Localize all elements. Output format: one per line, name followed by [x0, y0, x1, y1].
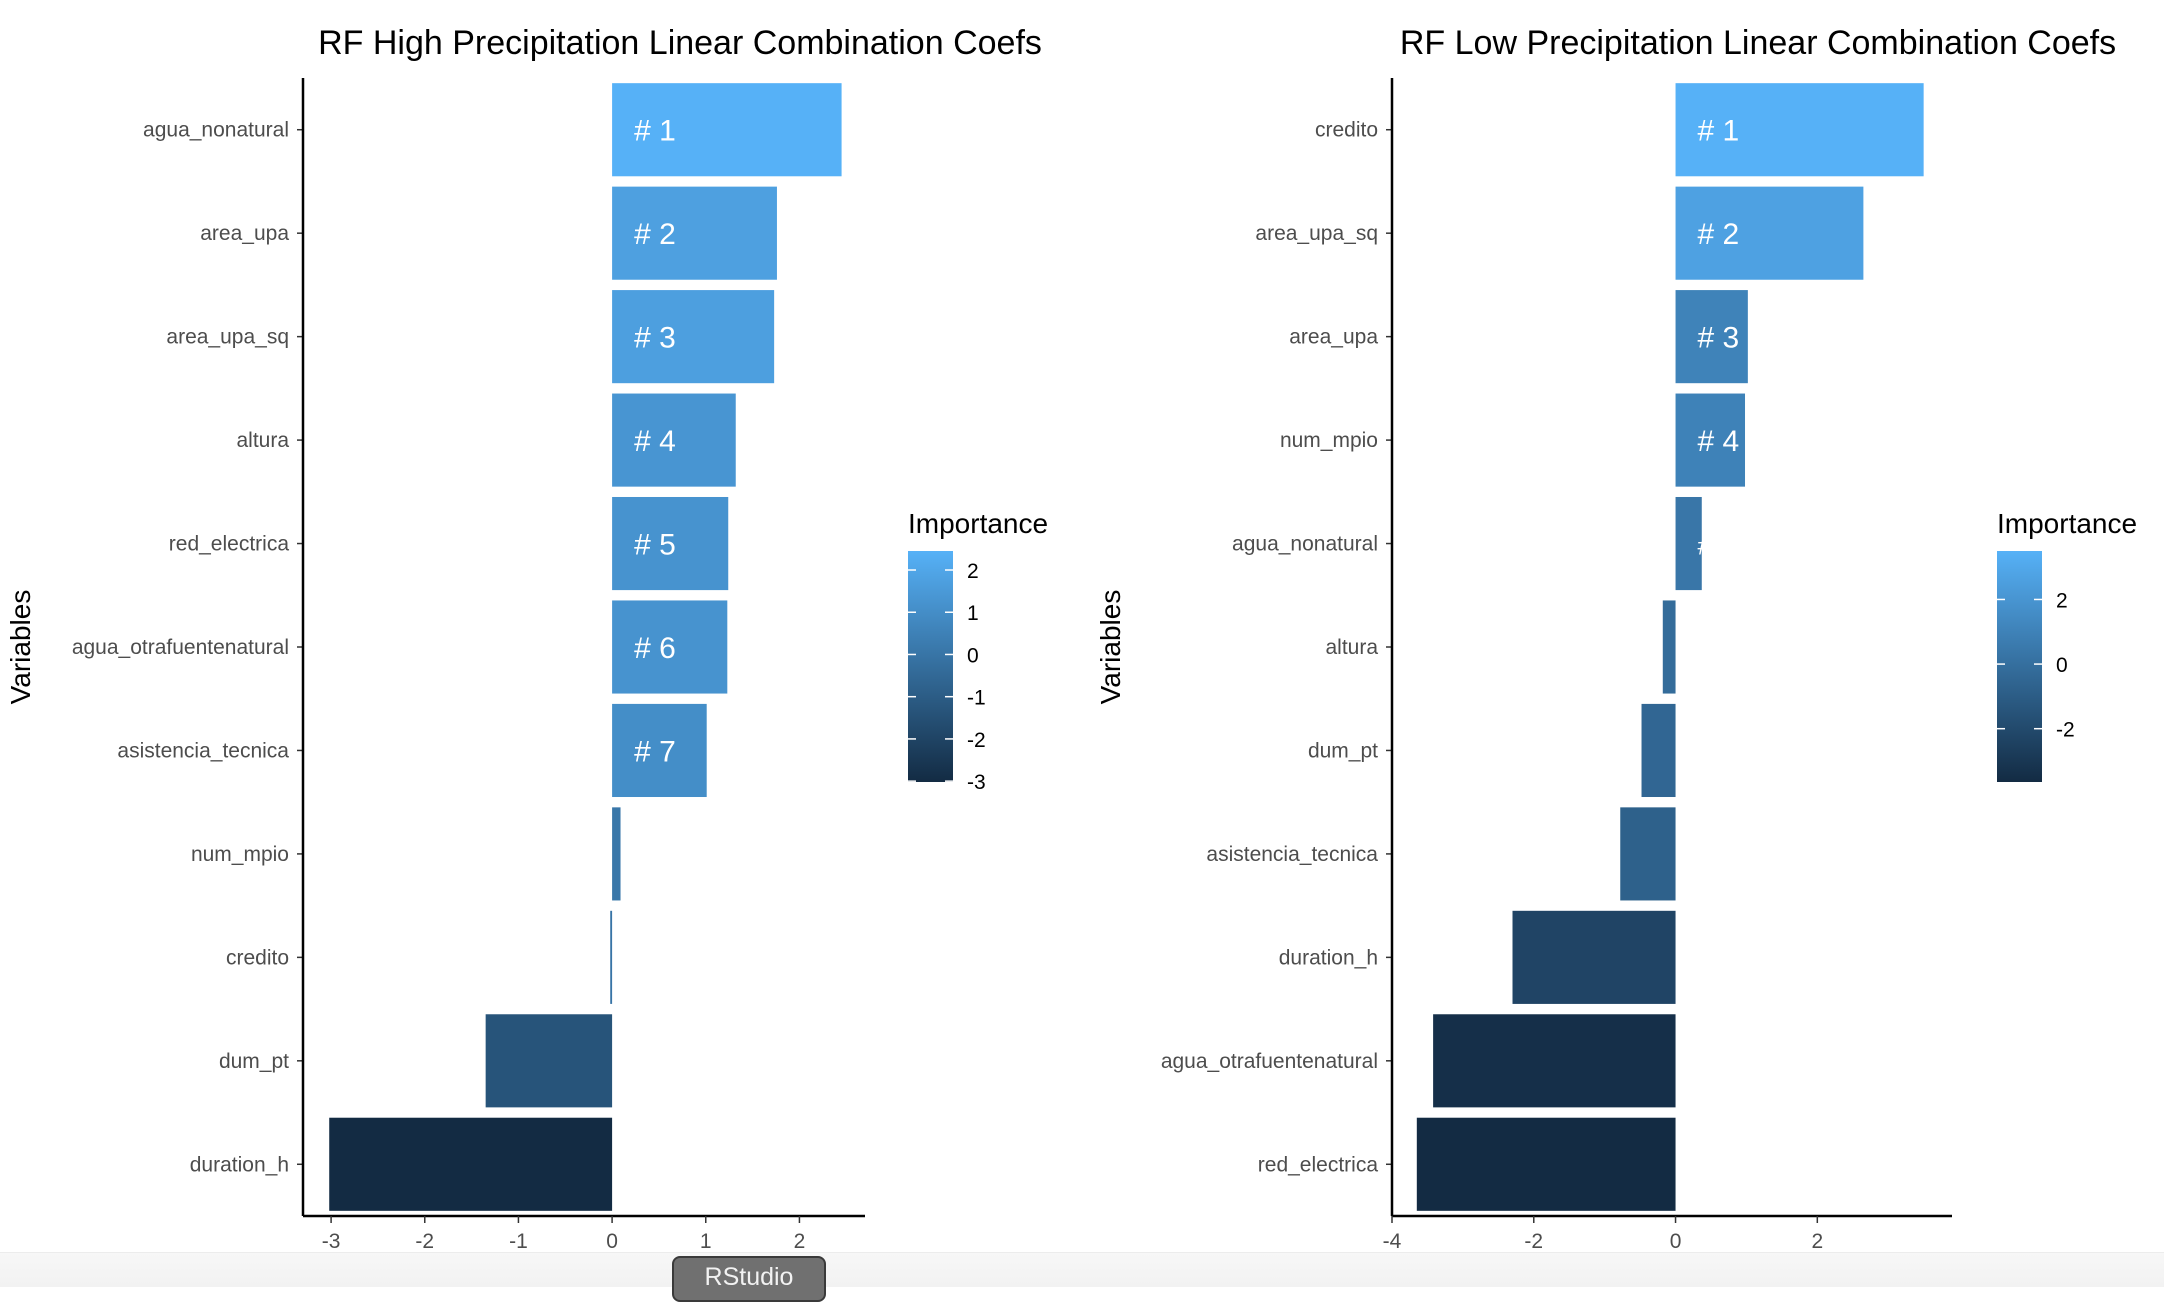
- rank-label: # 7: [634, 735, 676, 768]
- y-tick-label: altura: [1325, 636, 1378, 659]
- legend-tick-label: 2: [967, 560, 979, 583]
- rank-label: #: [1698, 531, 1713, 561]
- y-tick-label: num_mpio: [1280, 429, 1378, 452]
- rank-label: # 1: [1698, 115, 1740, 148]
- legend-tick-label: -1: [967, 687, 986, 710]
- x-tick-label: 2: [1811, 1230, 1823, 1253]
- bar-credito: [610, 910, 613, 1004]
- x-tick-label: 0: [606, 1230, 618, 1253]
- legend-tick-label: -3: [967, 771, 986, 794]
- y-tick-label: credito: [1315, 119, 1378, 142]
- y-tick-label: agua_nonatural: [1232, 533, 1378, 556]
- legend-tick-label: 0: [2056, 654, 2068, 677]
- y-tick-label: area_upa_sq: [166, 326, 289, 349]
- x-tick-label: -4: [1383, 1230, 1402, 1253]
- bar-asistencia-tecnica: [612, 703, 707, 798]
- x-tick-label: 1: [700, 1230, 712, 1253]
- y-tick-label: agua_otrafuentenatural: [72, 636, 289, 659]
- bottom-strip: [0, 1252, 2164, 1287]
- rank-label: # 3: [1698, 322, 1740, 355]
- rstudio-button[interactable]: RStudio: [672, 1256, 826, 1302]
- bar-red-electrica: [1416, 1117, 1676, 1211]
- rank-label: # 4: [634, 425, 676, 458]
- legend-tick-label: 1: [967, 602, 979, 625]
- bar-num-mpio: [1675, 393, 1746, 487]
- y-tick-label: area_upa_sq: [1255, 222, 1378, 245]
- x-tick-label: -1: [509, 1230, 528, 1253]
- bar-duration-h: [1512, 910, 1676, 1004]
- x-tick-label: 2: [794, 1230, 806, 1253]
- bar-credito: [1675, 83, 1924, 177]
- bar-altura: [612, 393, 736, 487]
- bar-red-electrica: [612, 496, 729, 591]
- bar-dum-pt: [1641, 703, 1676, 798]
- rank-label: # 6: [634, 632, 676, 665]
- bar-area-upa-sq: [612, 290, 775, 384]
- bar-duration-h: [329, 1117, 613, 1211]
- bar-dum-pt: [485, 1014, 613, 1108]
- rank-label: # 4: [1698, 425, 1740, 458]
- chart-title: RF Low Precipitation Linear Combination …: [1400, 24, 2116, 62]
- high-precip-panel: RF High Precipitation Linear Combination…: [5, 24, 1048, 1286]
- y-tick-label: credito: [226, 946, 289, 969]
- x-tick-label: -2: [1524, 1230, 1543, 1253]
- y-tick-label: red_electrica: [169, 533, 290, 556]
- y-axis-title: Variables: [5, 590, 36, 705]
- legend-colorbar: [1997, 551, 2042, 782]
- y-tick-label: asistencia_tecnica: [117, 739, 289, 762]
- y-tick-label: red_electrica: [1258, 1153, 1379, 1176]
- legend-tick-label: 2: [2056, 589, 2068, 612]
- legend-tick-label: 0: [967, 644, 979, 667]
- rank-label: # 3: [634, 322, 676, 355]
- bar-altura: [1662, 600, 1676, 694]
- y-tick-label: agua_nonatural: [143, 119, 289, 142]
- y-tick-label: num_mpio: [191, 843, 289, 866]
- bar-area-upa: [1675, 290, 1748, 384]
- y-tick-label: area_upa: [1289, 326, 1378, 349]
- y-tick-label: duration_h: [1279, 946, 1378, 969]
- legend-title: Importance: [1997, 508, 2137, 539]
- bar-agua-otrafuentenatural: [612, 600, 728, 694]
- legend-tick-label: -2: [967, 729, 986, 752]
- x-tick-label: -2: [415, 1230, 434, 1253]
- legend-tick-label: -2: [2056, 719, 2075, 742]
- bar-num-mpio: [612, 807, 621, 901]
- bar-asistencia-tecnica: [1620, 807, 1676, 901]
- y-tick-label: asistencia_tecnica: [1206, 843, 1378, 866]
- rank-label: # 2: [634, 218, 676, 251]
- y-tick-label: dum_pt: [1308, 739, 1378, 762]
- low-precip-panel: RF Low Precipitation Linear Combination …: [1095, 24, 2137, 1286]
- chart-title: RF High Precipitation Linear Combination…: [318, 24, 1042, 62]
- y-tick-label: agua_otrafuentenatural: [1161, 1050, 1378, 1073]
- y-tick-label: area_upa: [200, 222, 289, 245]
- y-axis-title: Variables: [1095, 590, 1126, 705]
- bar-agua-otrafuentenatural: [1433, 1014, 1676, 1108]
- legend-colorbar: [908, 551, 953, 782]
- bar-agua-nonatural: [1675, 496, 1702, 591]
- x-tick-label: -3: [322, 1230, 341, 1253]
- y-tick-label: altura: [236, 429, 289, 452]
- bar-area-upa-sq: [1675, 186, 1864, 280]
- bar-area-upa: [612, 186, 777, 280]
- rank-label: # 1: [634, 115, 676, 148]
- x-tick-label: 0: [1670, 1230, 1682, 1253]
- y-tick-label: dum_pt: [219, 1050, 289, 1073]
- rank-label: # 5: [634, 529, 676, 562]
- y-tick-label: duration_h: [190, 1153, 289, 1176]
- rank-label: # 2: [1698, 218, 1740, 251]
- bar-agua-nonatural: [612, 83, 842, 177]
- legend-title: Importance: [908, 508, 1048, 539]
